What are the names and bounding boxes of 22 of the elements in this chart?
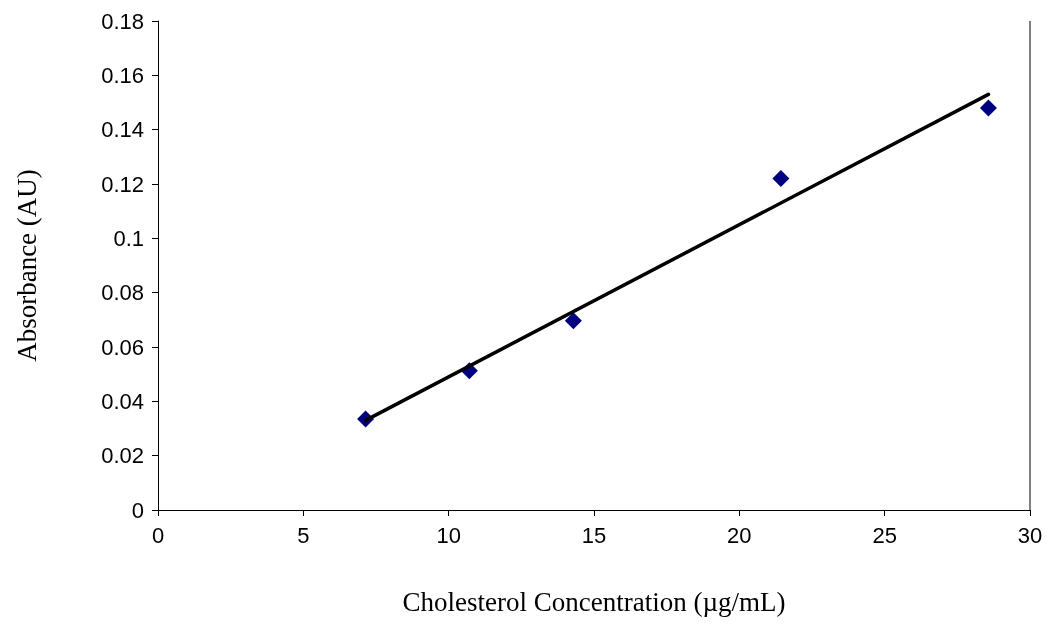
y-tick-label: 0.18: [101, 8, 144, 34]
y-tick-label: 0.08: [101, 280, 144, 306]
x-tick-label: 25: [872, 522, 897, 548]
point: [564, 312, 582, 330]
y-tick-label: 0.04: [101, 388, 144, 414]
point: [772, 170, 790, 188]
x-tick-label: 30: [1017, 522, 1043, 548]
y-tick-label: 0.14: [101, 117, 144, 143]
y-tick-label: 0: [131, 497, 144, 523]
x-tick-label: 10: [436, 522, 461, 548]
x-tick-label: 15: [581, 522, 607, 548]
y-tick-label: 0.16: [101, 62, 144, 88]
y-tick-label: 0.02: [101, 443, 144, 469]
x-tick-label: 20: [727, 522, 752, 548]
point: [979, 99, 997, 117]
y-tick-label: 0.06: [101, 334, 144, 360]
y-tick-label: 0.12: [101, 171, 144, 197]
y-axis-title: Absorbance (AU): [11, 169, 42, 362]
y-tick-label: 0.1: [113, 225, 144, 251]
x-tick-label: 5: [297, 522, 310, 548]
x-tick-label: 0: [151, 522, 165, 548]
x-axis-title: Cholesterol Concentration (µg/mL): [402, 586, 786, 617]
